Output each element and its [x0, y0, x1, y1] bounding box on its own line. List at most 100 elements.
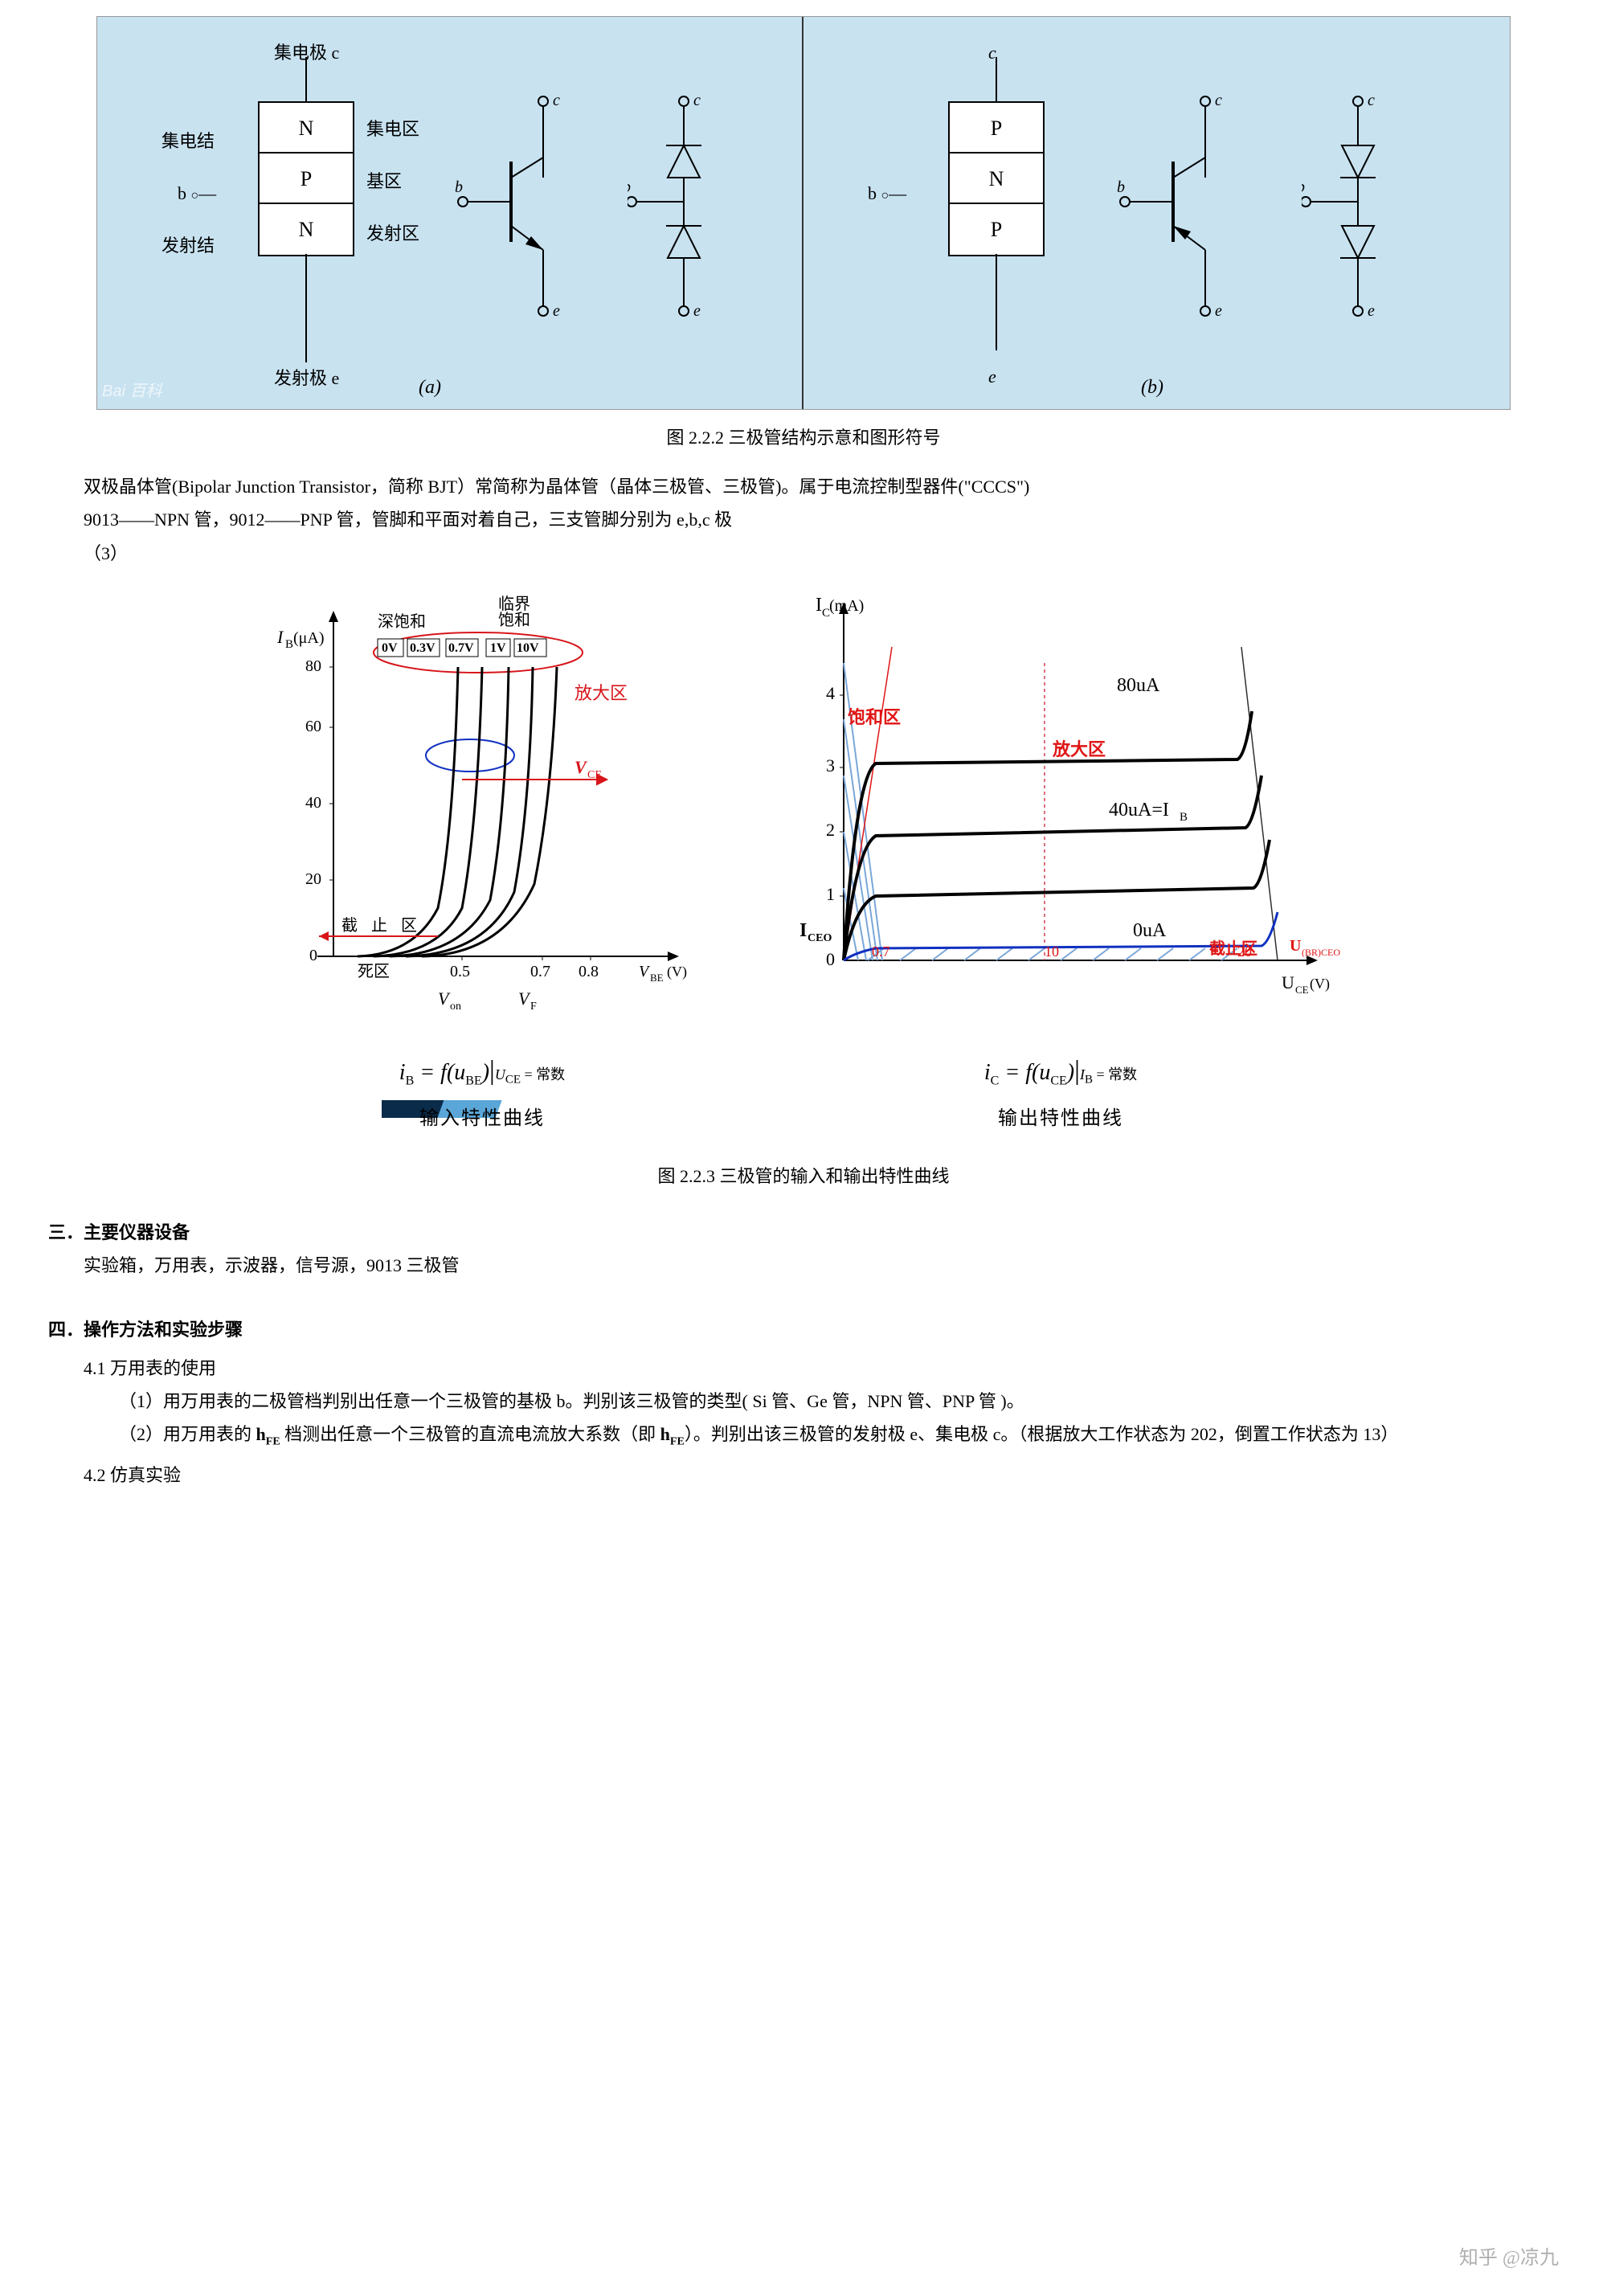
svg-text:I: I [799, 920, 807, 941]
layer-p2: P [950, 204, 1043, 255]
svg-text:20: 20 [1237, 943, 1252, 960]
svg-text:60: 60 [305, 718, 321, 735]
svg-text:(mA): (mA) [829, 597, 864, 615]
svg-text:BE: BE [650, 972, 664, 984]
svg-text:1V: 1V [490, 641, 506, 655]
svg-text:0: 0 [309, 947, 317, 964]
svg-text:40uA=I: 40uA=I [1109, 800, 1169, 821]
svg-text:V: V [438, 988, 451, 1009]
zhihu-watermark: 知乎 @凉九 [1459, 2241, 1559, 2276]
svg-text:0: 0 [826, 949, 835, 969]
svg-text:c: c [693, 92, 701, 109]
sec42-head: 4.2 仿真实验 [48, 1459, 1559, 1492]
svg-text:e: e [1368, 302, 1375, 320]
label-e-junction: 发射结 [162, 230, 215, 262]
svg-text:b: b [1302, 178, 1305, 196]
svg-text:B: B [285, 638, 293, 651]
svg-text:c: c [1368, 92, 1375, 109]
pb-b: b ○— [868, 178, 906, 210]
svg-text:U: U [1282, 972, 1294, 992]
svg-text:0.5: 0.5 [450, 963, 470, 980]
input-chart-col: I B (μA) V BE (V) 0 20 40 60 80 0.5 0.7 [257, 587, 707, 1136]
svg-text:0.3V: 0.3V [410, 641, 435, 655]
layer-p1: P [950, 103, 1043, 153]
layer-n1: N [260, 103, 353, 153]
baidu-watermark: Bai 百科 [102, 377, 162, 406]
svg-text:10: 10 [1045, 943, 1059, 960]
svg-text:深饱和: 深饱和 [378, 612, 426, 631]
figure-222: 集电极 c 集电结 发射结 发射极 e b ○— N P N 集电区 基区 发射… [96, 16, 1511, 454]
svg-text:2: 2 [826, 820, 835, 840]
layer-n: N [950, 153, 1043, 204]
svg-text:截 止 区: 截 止 区 [341, 916, 422, 935]
svg-text:1: 1 [826, 884, 835, 904]
svg-text:80uA: 80uA [1117, 675, 1160, 696]
para-bjt-def: 双极晶体管(Bipolar Junction Transistor，简称 BJT… [48, 470, 1559, 504]
p1b: "CCCS" [964, 477, 1024, 497]
svg-text:(μA): (μA) [293, 629, 325, 647]
svg-text:F: F [530, 1001, 537, 1013]
svg-text:e: e [1215, 302, 1222, 320]
svg-text:3: 3 [826, 755, 835, 776]
sec41-p2: （2）用万用表的 hFE 档测出任意一个三极管的直流电流放大系数（即 hFE）。… [48, 1418, 1559, 1453]
svg-text:e: e [553, 302, 560, 320]
label-e-region: 发射区 [366, 218, 419, 250]
input-curve-name: 输入特性曲线 [257, 1102, 707, 1136]
npn-diode-icon: c b e [628, 89, 732, 330]
svg-text:0uA: 0uA [1133, 920, 1167, 941]
svg-text:(BR)CEO: (BR)CEO [1302, 947, 1340, 958]
label-base-region: 基区 [366, 166, 402, 198]
svg-text:0.8: 0.8 [579, 963, 599, 980]
svg-text:死区: 死区 [358, 963, 390, 980]
layer-n2: N [260, 204, 353, 255]
npn-symbol-icon: c e b [455, 89, 583, 330]
svg-text:20: 20 [305, 870, 321, 888]
panel-a: 集电极 c 集电结 发射结 发射极 e b ○— N P N 集电区 基区 发射… [97, 17, 804, 409]
output-eqn: iC = f(uCE)|IB = 常数 [771, 1046, 1350, 1095]
svg-text:(V): (V) [667, 964, 687, 980]
sec3-head: 三．主要仪器设备 [48, 1217, 1559, 1249]
pb-c: c [988, 37, 996, 69]
label-b-left: b ○— [178, 178, 216, 210]
svg-text:c: c [1215, 92, 1222, 109]
svg-text:b: b [1117, 178, 1125, 196]
input-eqn: iB = f(uBE)|UCE = 常数 [257, 1046, 707, 1095]
sec4-head: 四．操作方法和实验步骤 [48, 1314, 1559, 1346]
pnp-stack: P N P [948, 101, 1045, 256]
svg-text:0.7V: 0.7V [448, 641, 474, 655]
panel-a-tag: (a) [419, 370, 441, 405]
svg-text:80: 80 [305, 657, 321, 675]
sec3-body: 实验箱，万用表，示波器，信号源，9013 三极管 [48, 1249, 1559, 1283]
svg-text:CEO: CEO [808, 932, 832, 944]
svg-text:CE: CE [1295, 984, 1309, 996]
fig223-caption: 图 2.2.3 三极管的输入和输出特性曲线 [48, 1160, 1559, 1193]
label-c-region: 集电区 [366, 113, 419, 145]
svg-text:放大区: 放大区 [1052, 739, 1106, 759]
svg-text:0V: 0V [382, 641, 398, 655]
svg-text:0.7: 0.7 [872, 943, 890, 960]
output-curve-name: 输出特性曲线 [771, 1102, 1350, 1136]
pnp-symbol-icon: c e b [1117, 89, 1245, 330]
svg-text:0.7: 0.7 [530, 963, 550, 980]
output-chart-col: I C (mA) U CE (V) 0 1 2 3 4 [771, 587, 1350, 1136]
npn-stack: N P N [258, 101, 354, 256]
pb-e: e [988, 361, 996, 393]
svg-text:b: b [455, 178, 463, 196]
diagram-panel: 集电极 c 集电结 发射结 发射极 e b ○— N P N 集电区 基区 发射… [96, 16, 1511, 410]
svg-text:4: 4 [826, 683, 835, 703]
p1a: 双极晶体管(Bipolar Junction Transistor，简称 BJT… [84, 477, 964, 497]
fig222-caption: 图 2.2.2 三极管结构示意和图形符号 [96, 422, 1511, 454]
layer-p: P [260, 153, 353, 204]
input-characteristic-chart: I B (μA) V BE (V) 0 20 40 60 80 0.5 0.7 [257, 587, 707, 1037]
svg-text:V: V [639, 963, 651, 980]
sec41-head: 4.1 万用表的使用 [48, 1353, 1559, 1385]
svg-text:CE: CE [587, 769, 602, 781]
para-3: （3） [48, 537, 1559, 571]
svg-text:B: B [1180, 811, 1188, 824]
label-c-junction: 集电结 [162, 125, 215, 158]
svg-text:40: 40 [305, 794, 321, 812]
svg-text:放大区: 放大区 [575, 683, 628, 703]
label-emitter: 发射极 e [274, 362, 339, 395]
svg-text:I: I [276, 627, 284, 647]
para-9013: 9013——NPN 管，9012——PNP 管，管脚和平面对着自己，三支管脚分别… [48, 503, 1559, 537]
